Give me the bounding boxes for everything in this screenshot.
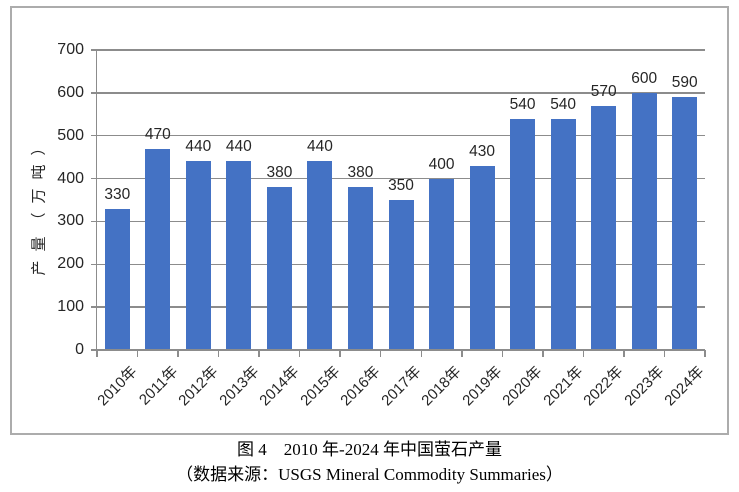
bar-value-label: 350 xyxy=(388,177,414,194)
bar-2016年 xyxy=(347,187,373,350)
x-axis-tick xyxy=(298,350,301,357)
y-tick-label: 200 xyxy=(57,255,84,273)
y-tick-label: 0 xyxy=(75,341,84,358)
x-tick-label: 2017年 xyxy=(377,363,425,410)
bar-value-label: 540 xyxy=(550,95,577,113)
x-axis-tick xyxy=(217,350,220,357)
x-tick-label: 2015年 xyxy=(296,363,344,410)
y-axis-tick xyxy=(90,220,97,223)
gridline-700 xyxy=(97,49,705,51)
bar-value-label: 590 xyxy=(671,74,698,92)
x-axis-tick xyxy=(136,350,139,357)
bar-value-label: 570 xyxy=(590,82,617,100)
bar-value-label: 380 xyxy=(347,164,374,182)
bar-value-label: 540 xyxy=(509,95,536,113)
y-tick-label: 100 xyxy=(57,298,84,316)
x-tick-label: 2014年 xyxy=(256,363,303,410)
x-tick-label: 2021年 xyxy=(540,363,587,410)
bar-2014年 xyxy=(266,187,292,350)
bar-2012年 xyxy=(185,161,211,350)
bar-2023年 xyxy=(631,92,657,350)
gridline-600 xyxy=(97,92,705,94)
x-axis-tick xyxy=(663,350,666,357)
bar-2010年 xyxy=(104,208,130,350)
bar-2018年 xyxy=(429,178,455,350)
x-axis-tick xyxy=(339,350,341,357)
x-axis-tick xyxy=(501,350,504,357)
bar-2015年 xyxy=(307,161,333,350)
y-tick-label: 500 xyxy=(57,126,84,144)
y-tick-label: 600 xyxy=(57,83,84,101)
x-axis-tick xyxy=(177,350,179,357)
x-tick-label: 2018年 xyxy=(418,363,465,410)
y-axis-tick xyxy=(90,177,97,180)
x-axis-line xyxy=(95,349,705,351)
bar-2020年 xyxy=(510,118,536,350)
bar-value-label: 430 xyxy=(469,142,495,160)
y-tick-label: 300 xyxy=(57,212,84,230)
x-tick-label: 2013年 xyxy=(215,363,263,410)
bar-2021年 xyxy=(550,118,576,350)
bar-2022年 xyxy=(591,105,617,350)
bar-value-label: 470 xyxy=(144,125,171,143)
x-tick-label: 2012年 xyxy=(175,363,222,410)
bar-2017年 xyxy=(388,200,414,350)
x-tick-label: 2010年 xyxy=(94,363,141,410)
x-tick-label: 2016年 xyxy=(337,363,384,410)
bar-value-label: 330 xyxy=(104,185,131,203)
x-tick-label: 2011年 xyxy=(135,363,181,409)
bar-value-label: 600 xyxy=(631,69,658,87)
x-axis-tick xyxy=(258,350,260,357)
bar-2024年 xyxy=(672,97,698,350)
x-tick-label: 2023年 xyxy=(621,363,668,410)
x-axis-tick xyxy=(582,350,585,357)
x-axis-tick xyxy=(379,350,382,357)
gridline-500 xyxy=(97,134,705,137)
bar-value-label: 380 xyxy=(266,164,293,182)
bar-value-label: 440 xyxy=(225,138,252,156)
y-tick-label: 700 xyxy=(57,41,84,58)
y-axis-tick xyxy=(90,263,97,266)
x-axis-tick xyxy=(96,350,98,357)
bar-2019年 xyxy=(469,165,495,350)
x-tick-label: 2019年 xyxy=(458,363,506,410)
bar-value-label: 440 xyxy=(185,138,212,156)
y-tick-label: 400 xyxy=(57,169,84,187)
bar-value-label: 400 xyxy=(428,155,455,173)
y-axis-tick xyxy=(90,92,97,94)
x-axis-tick xyxy=(704,350,706,357)
y-axis-tick xyxy=(90,49,97,51)
gridline-400 xyxy=(97,177,705,180)
bar-2013年 xyxy=(226,161,252,350)
y-axis-tick xyxy=(90,134,97,137)
x-axis-tick xyxy=(542,350,544,357)
x-tick-label: 2020年 xyxy=(499,363,546,410)
bar-value-label: 440 xyxy=(306,138,333,156)
bar-2011年 xyxy=(145,148,171,350)
y-axis-tick xyxy=(90,349,97,351)
x-tick-label: 2024年 xyxy=(661,363,708,410)
x-axis-tick xyxy=(623,350,625,357)
x-axis-tick xyxy=(461,350,463,357)
figure-caption: 图 4 2010 年-2024 年中国萤石产量 xyxy=(237,440,502,459)
y-axis-tick xyxy=(90,306,97,308)
figure-source: （数据来源：USGS Mineral Commodity Summaries） xyxy=(176,465,563,484)
x-tick-label: 2022年 xyxy=(580,363,627,410)
y-axis-line xyxy=(95,50,97,352)
x-axis-tick xyxy=(420,350,423,357)
